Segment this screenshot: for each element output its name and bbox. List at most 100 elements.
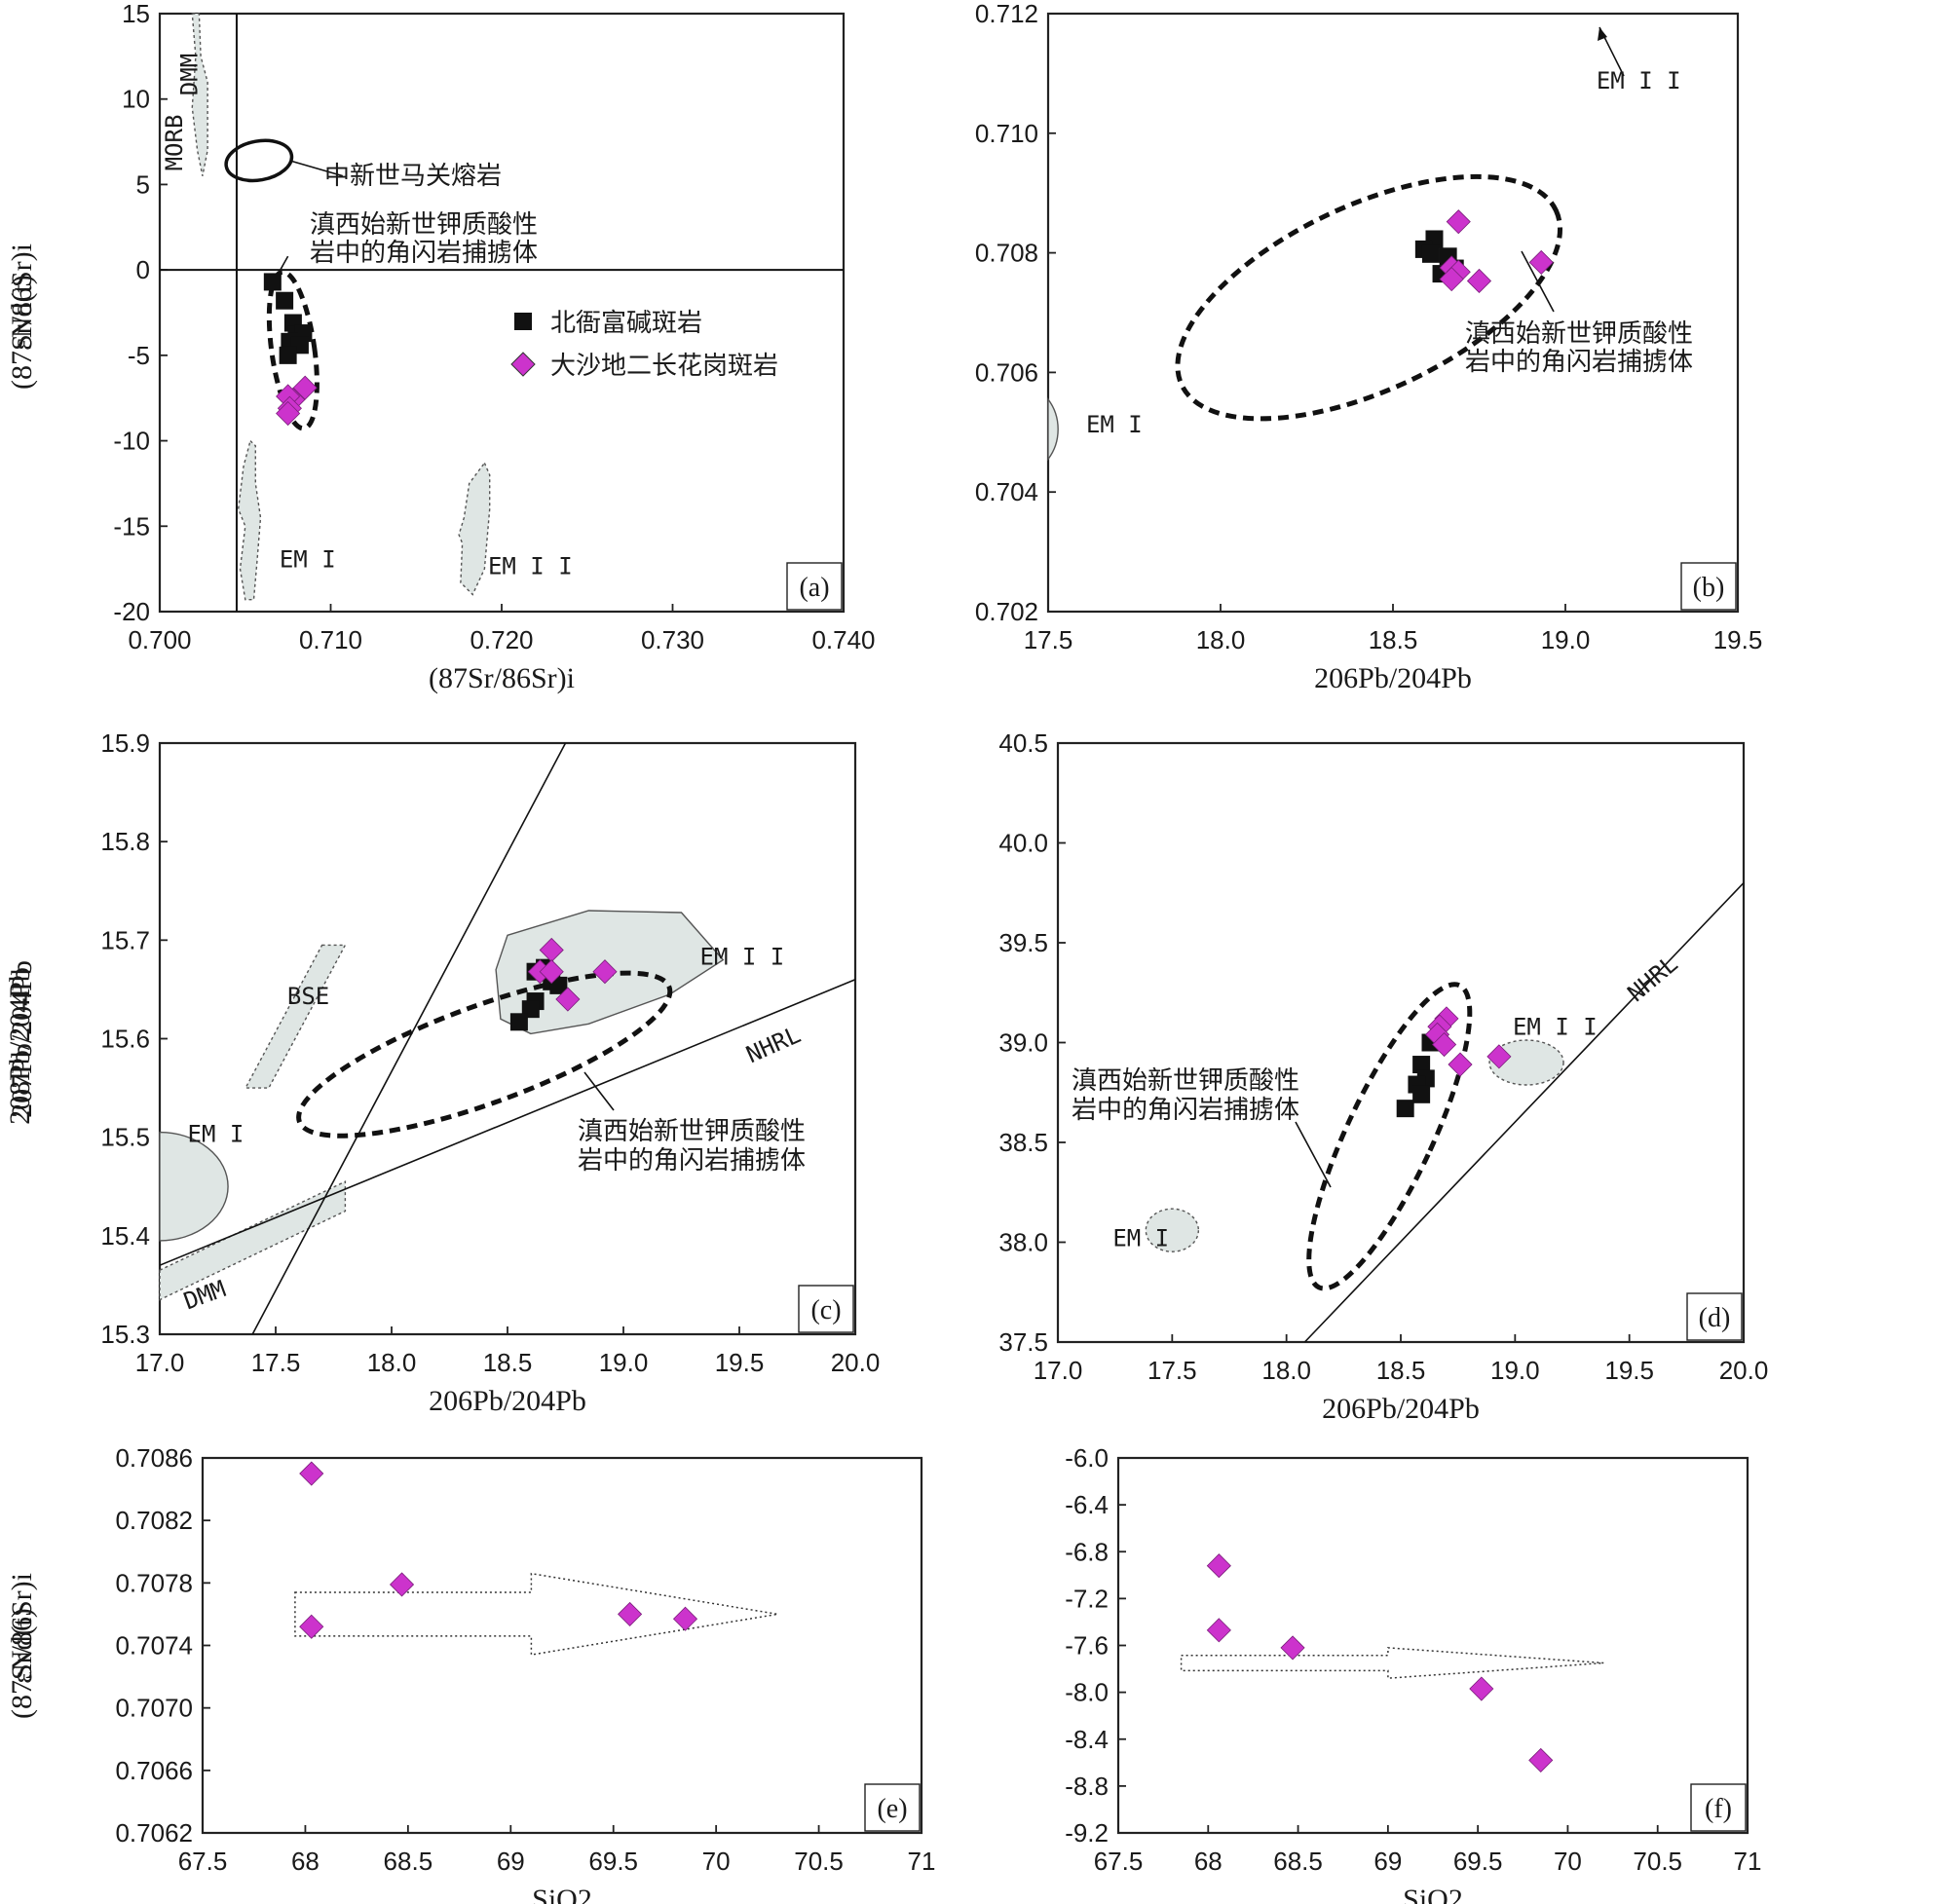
data-point-square	[1396, 1100, 1414, 1118]
panel-label-box	[864, 1783, 921, 1832]
y-tick-label: 0.7062	[115, 1818, 193, 1848]
y-tick-label: 38.5	[998, 1128, 1048, 1157]
y-tick-label: 0.7074	[115, 1631, 193, 1661]
x-tick-label: 19.0	[1490, 1356, 1540, 1385]
x-tick-label: 18.5	[1376, 1356, 1426, 1385]
y-tick-label: -8.4	[1065, 1725, 1109, 1754]
x-tick-label: 18.5	[1369, 625, 1418, 654]
field-label: EM I I	[700, 944, 785, 971]
data-point-diamond	[389, 1572, 415, 1597]
y-tick-label: -6.4	[1065, 1490, 1109, 1519]
leader-line	[583, 1071, 615, 1111]
field-label: EM I	[1086, 411, 1143, 438]
panel-label: (a)	[799, 573, 829, 603]
panel-label: (f)	[1705, 1794, 1732, 1824]
panel-f: 67.5 68 68.5 69 69.5 70 70.5 71 -6.0 -6.4 -6.8 -7.2…	[6, 1443, 1761, 1904]
y-tick-label: 0.708	[975, 239, 1038, 268]
data-point-diamond	[1439, 267, 1464, 292]
y-tick-label: 0	[136, 255, 150, 284]
geochron-line	[251, 742, 567, 1335]
em1-field	[1145, 1208, 1200, 1252]
y-tick-label: 15.9	[100, 728, 150, 758]
trend-arrow	[294, 1572, 778, 1656]
data-point-square	[1412, 1056, 1431, 1074]
legend-label: 大沙地二长花岗斑岩	[550, 352, 778, 381]
x-tick-label: 69	[497, 1847, 525, 1876]
series-diamond	[1439, 209, 1554, 294]
y-tick-label: 15.6	[100, 1025, 150, 1054]
em1-field	[237, 439, 262, 601]
y-tick-label: -6.0	[1065, 1443, 1109, 1473]
data-point-diamond	[555, 987, 581, 1012]
data-point-square	[1421, 244, 1440, 263]
em1-field	[159, 1131, 229, 1242]
plot-frame	[1056, 741, 1746, 1344]
data-point-diamond	[1469, 1676, 1494, 1701]
nhrl-line	[159, 979, 856, 1266]
x-axis-title: 206Pb/204Pb	[429, 1385, 586, 1417]
annotation-text: 滇西始新世钾质酸性	[578, 1117, 806, 1146]
em2-arrowhead	[1598, 27, 1607, 41]
y-tick-label: 15.5	[100, 1123, 150, 1152]
series-diamond	[527, 937, 618, 1012]
plot-frame	[1116, 1456, 1749, 1835]
xenolith-field-outline	[1306, 982, 1473, 1291]
series-square	[1396, 1033, 1440, 1118]
y-axis-title: (87Sr/86Sr)i	[6, 1573, 38, 1719]
data-point-square	[279, 346, 297, 364]
x-tick-label: 71	[908, 1847, 936, 1876]
x-tick-label: 20.0	[831, 1348, 881, 1377]
y-axis-title: (87Sr/86Sr)i	[6, 243, 38, 390]
y-tick-label: 39.0	[998, 1028, 1048, 1058]
data-point-diamond	[299, 1461, 324, 1486]
x-tick-label: 68	[291, 1847, 320, 1876]
y-axis-title: εNd(t)	[6, 275, 38, 351]
y-tick-label: -20	[113, 597, 150, 626]
x-tick-label: 70.5	[794, 1847, 844, 1876]
panel-label: (b)	[1693, 573, 1725, 603]
x-tick-label: 18.0	[1261, 1356, 1311, 1385]
x-tick-label: 18.0	[1196, 625, 1246, 654]
x-tick-label: 17.0	[135, 1348, 185, 1377]
field-label: NHRL	[742, 1021, 805, 1068]
field-label: EM I I	[1513, 1013, 1598, 1040]
x-tick-label: 68	[1194, 1847, 1222, 1876]
x-tick-label: 18.0	[367, 1348, 417, 1377]
field-label: DMM	[176, 54, 204, 95]
y-tick-label: -7.2	[1065, 1584, 1109, 1613]
annotation-text: 中新世马关熔岩	[324, 162, 502, 191]
field-label: EM I I	[1597, 67, 1681, 94]
x-tick-label: 0.720	[470, 625, 533, 654]
x-axis-title: 206Pb/204Pb	[1322, 1393, 1480, 1425]
x-tick-label: 18.5	[483, 1348, 533, 1377]
annotation-text: 岩中的角闪岩捕掳体	[1465, 348, 1693, 377]
panel-label-box	[1686, 1292, 1743, 1341]
y-tick-label: -9.2	[1065, 1818, 1109, 1848]
y-axis-title: εNd(t)	[6, 1608, 38, 1684]
y-tick-label: -7.6	[1065, 1631, 1109, 1661]
series-square	[263, 273, 313, 364]
y-tick-label: 0.706	[975, 357, 1038, 387]
leader-line	[289, 160, 344, 177]
annotation-text: 岩中的角闪岩捕掳体	[578, 1146, 806, 1176]
field-label: MORB	[161, 115, 188, 171]
xenolith-field-outline	[296, 970, 673, 1139]
x-tick-label: 69.5	[588, 1847, 638, 1876]
legend-label: 北衙富碱斑岩	[550, 309, 702, 338]
y-tick-label: 0.7086	[115, 1443, 193, 1473]
data-point-diamond	[1448, 1052, 1473, 1077]
panel-label: (d)	[1699, 1303, 1731, 1333]
bse-field	[244, 944, 347, 1089]
series-diamond	[1424, 1006, 1512, 1077]
y-tick-label: 39.5	[998, 928, 1048, 957]
y-tick-label: 15.3	[100, 1320, 150, 1349]
field-label: BSE	[287, 983, 329, 1010]
data-point-diamond	[618, 1601, 643, 1626]
panel-label-box	[798, 1285, 854, 1333]
x-tick-label: 70	[1554, 1847, 1582, 1876]
miocene-lava-outline	[224, 138, 294, 183]
y-tick-label: 5	[136, 169, 150, 199]
data-point-square	[263, 273, 282, 291]
data-point-diamond	[592, 959, 618, 985]
